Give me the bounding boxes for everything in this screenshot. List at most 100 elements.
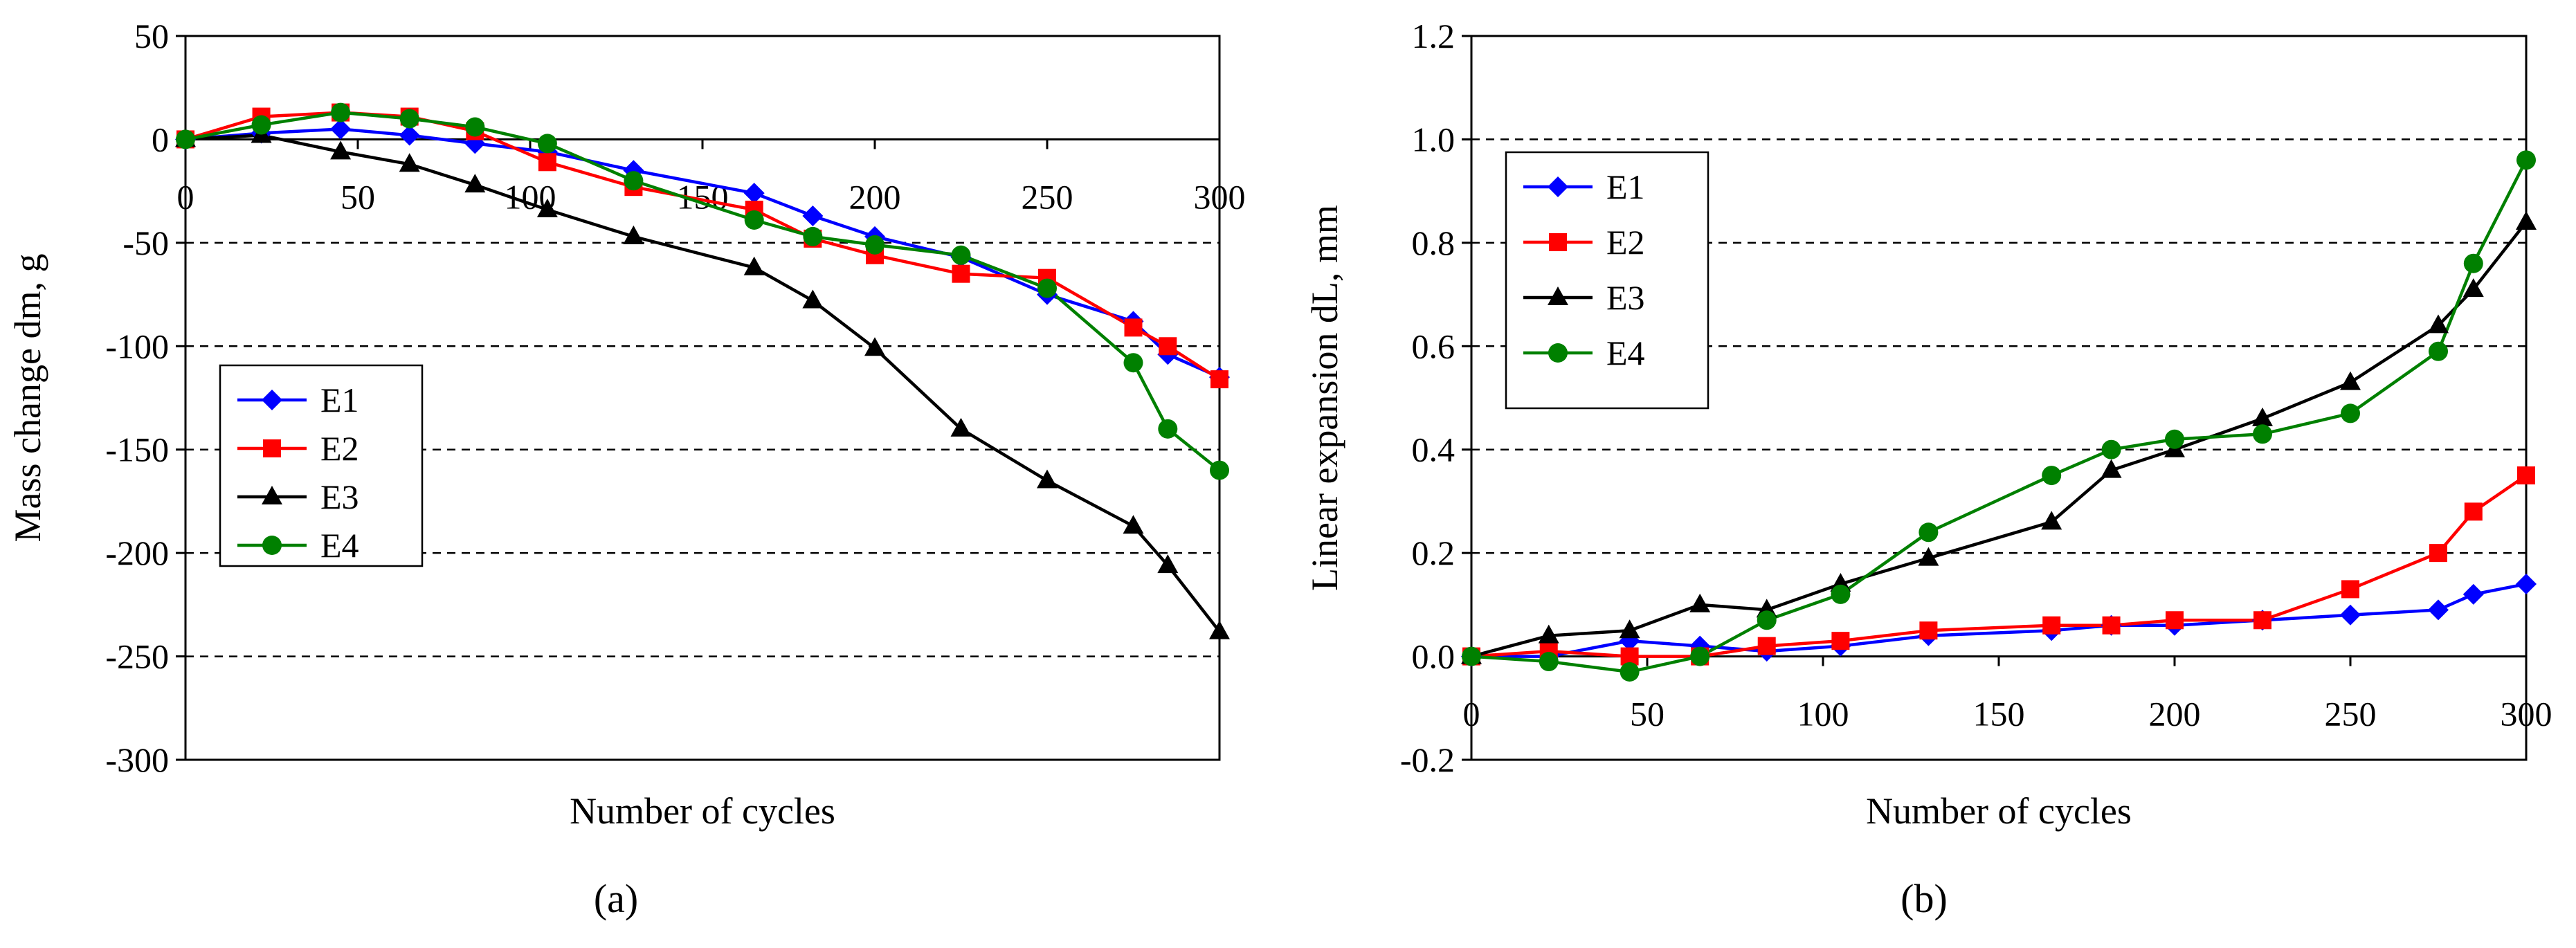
data-point-e4 [2253,424,2272,444]
y-tick-label: 1.2 [1412,17,1455,55]
data-point-e4 [2516,150,2536,170]
data-point-e3 [2516,210,2537,230]
legend-label: E4 [1606,334,1645,372]
data-point-e2 [1757,637,1776,655]
data-point-e3 [623,225,644,244]
plot-frame [184,35,1221,761]
data-point-e2 [2253,611,2271,630]
legend-marker [262,486,282,504]
x-tick-label: 0 [177,177,194,216]
legend-label: E1 [1606,167,1645,206]
data-point-e3 [1918,547,1939,566]
data-point-e3 [2101,459,2122,478]
data-point-e3 [1209,620,1230,639]
data-point-e4 [2101,439,2121,459]
y-tick-label: 0.4 [1412,430,1455,469]
y-tick-label: 0.6 [1412,327,1455,365]
y-tick-label: -150 [105,430,169,469]
data-point-e4 [1462,646,1481,666]
data-point-e4 [1158,419,1178,439]
data-point-e4 [2042,466,2062,486]
data-point-e3 [743,256,765,275]
y-axis-label: Mass change dm, g [7,254,48,543]
data-point-e4 [1620,662,1640,682]
legend-marker [263,439,281,457]
data-point-e4 [331,102,351,122]
x-tick-label: 250 [2325,695,2377,733]
legend-marker [1548,176,1568,197]
data-point-e1 [2340,604,2361,626]
y-tick-label: 0.8 [1412,224,1455,262]
y-tick-label: 50 [134,17,169,55]
data-point-e1 [399,125,420,146]
data-point-e3 [2340,371,2361,390]
data-point-e3 [802,289,824,309]
data-point-e3 [399,153,420,172]
data-point-e3 [2041,511,2062,530]
x-axis-label: Number of cycles [570,790,835,832]
data-point-e4 [2429,341,2448,361]
data-point-e3 [1689,593,1711,612]
y-tick-label: -300 [105,740,169,779]
y-tick-label: 0.0 [1412,637,1455,676]
panel-label-a: (a) [594,876,638,921]
data-point-e3 [330,140,352,160]
y-tick-label: -50 [123,224,169,262]
y-tick-label: 1.0 [1412,120,1455,158]
data-point-e3 [1619,619,1640,639]
data-point-e3 [950,417,972,437]
x-tick-label: 50 [1630,695,1665,733]
legend-marker [1548,286,1568,305]
data-point-e4 [1210,460,1229,480]
data-point-e4 [1123,353,1143,373]
legend-label: E2 [1606,223,1645,262]
data-point-e4 [1037,278,1057,298]
data-point-e2 [1124,318,1143,337]
data-point-e2 [1831,632,1850,650]
data-point-e1 [330,118,352,140]
y-tick-label: -100 [105,327,169,365]
y-tick-label: 0 [152,120,169,158]
data-point-e2 [1159,337,1177,356]
x-tick-label: 50 [341,177,375,216]
data-point-e2 [2341,580,2359,599]
legend-box [1505,151,1709,410]
data-point-e1 [2462,583,2484,605]
data-point-e4 [176,129,195,149]
chart-b: 1.2 1.0 0.8 0.6 0.4 0.2 0.0 -0.20 50 100 150 200 250… [1304,17,2552,832]
legend-label: E1 [320,381,359,419]
y-tick-label: 0.2 [1412,534,1455,572]
x-tick-label: 0 [1463,695,1480,733]
legend-marker [262,536,282,555]
data-point-e4 [2165,429,2184,449]
data-point-e3 [1538,624,1559,644]
data-point-e4 [624,171,644,191]
data-point-e3 [2252,407,2273,426]
data-point-e2 [1919,621,1938,640]
data-point-e4 [537,134,557,154]
data-point-e4 [2463,253,2483,273]
x-tick-label: 300 [2501,695,2552,733]
legend-label: E3 [320,477,359,516]
x-tick-label: 200 [2149,695,2201,733]
data-point-e1 [2428,599,2449,621]
data-point-e4 [1757,610,1777,630]
data-point-e4 [865,235,885,255]
x-axis-label: Number of cycles [1866,790,2132,832]
x-tick-label: 250 [1022,177,1073,216]
data-point-e3 [536,199,558,218]
data-point-e4 [803,226,823,246]
data-point-e2 [2166,611,2184,630]
y-tick-label: -0.2 [1400,740,1455,779]
data-point-e4 [1919,522,1939,543]
data-point-e3 [2428,314,2449,334]
data-point-e4 [1831,584,1851,604]
data-point-e2 [2464,502,2483,521]
data-point-e4 [465,117,485,137]
data-point-e2 [1210,370,1228,389]
legend-marker [262,390,282,410]
x-tick-label: 100 [1797,695,1849,733]
data-point-e4 [1690,646,1710,666]
legend-marker [1549,233,1567,251]
